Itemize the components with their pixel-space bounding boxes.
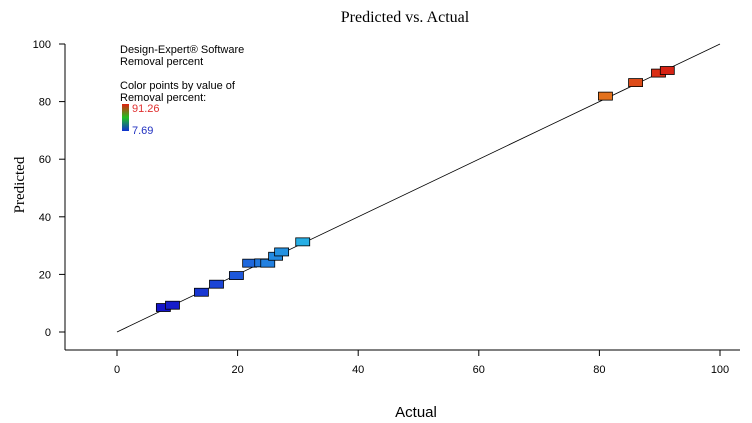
x-tick-label: 40 xyxy=(352,364,364,376)
data-point xyxy=(659,66,675,75)
axes: 0 20 40 60 80 100 0 20 40 60 80 100 xyxy=(33,39,740,376)
data-point xyxy=(165,300,180,310)
color-scale-bar xyxy=(122,104,129,131)
data-points xyxy=(155,66,675,312)
y-tick-label: 100 xyxy=(33,39,51,51)
annotation-color-response: Removal percent: xyxy=(120,92,206,104)
color-scale-max-label: 91.26 xyxy=(132,103,160,115)
y-tick-label: 20 xyxy=(39,269,51,281)
data-point xyxy=(295,237,311,247)
data-point xyxy=(228,271,244,280)
x-tick-label: 80 xyxy=(593,364,605,376)
y-tick-label: 40 xyxy=(39,212,51,224)
data-point xyxy=(598,91,613,101)
data-point xyxy=(260,258,276,268)
x-axis-label: Actual xyxy=(395,404,437,421)
chart-title: Predicted vs. Actual xyxy=(341,9,470,26)
y-axis-label: Predicted xyxy=(12,156,28,213)
x-tick-label: 100 xyxy=(711,364,729,376)
y-tick-label: 80 xyxy=(39,97,51,109)
color-scale-min-label: 7.69 xyxy=(132,125,153,137)
data-point xyxy=(628,78,643,87)
data-point xyxy=(209,279,224,289)
x-tick-label: 0 xyxy=(114,364,120,376)
y-tick-label: 60 xyxy=(39,154,51,166)
annotation-software: Design-Expert® Software xyxy=(120,44,244,56)
data-point xyxy=(274,247,290,257)
x-tick-label: 20 xyxy=(231,364,243,376)
annotation-response: Removal percent xyxy=(120,56,203,68)
data-point xyxy=(194,287,209,297)
y-tick-label: 0 xyxy=(45,327,51,339)
annotation-color-by: Color points by value of xyxy=(120,80,236,92)
x-tick-label: 60 xyxy=(473,364,485,376)
